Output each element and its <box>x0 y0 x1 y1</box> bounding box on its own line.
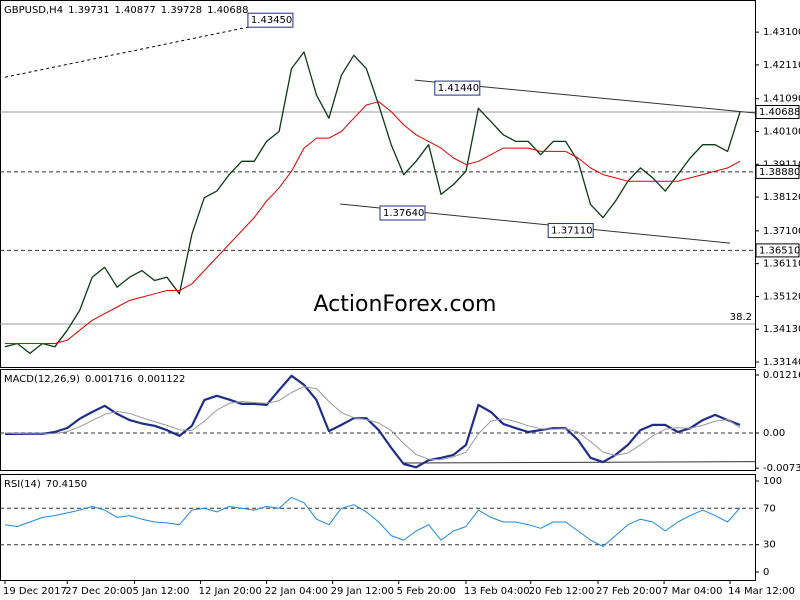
y-tick-label: 1.36110 <box>763 259 800 270</box>
y-tick-label: 1.38120 <box>763 192 800 203</box>
annotation-label: 1.37110 <box>551 226 592 237</box>
header-value: 70.4150 <box>46 479 87 490</box>
x-tick-label: 27 Dec 20:00 <box>65 586 132 597</box>
annotation-box <box>379 205 426 221</box>
y-tick-label: 1.33140 <box>763 357 800 368</box>
header-value: 1.39731 <box>68 5 109 16</box>
y-tick-label: 1.42110 <box>763 60 800 71</box>
annotation-box <box>547 223 594 239</box>
y-tick-label: 1.40100 <box>763 126 800 137</box>
panel-frame <box>0 474 756 581</box>
annotation-label: 1.43450 <box>251 15 292 26</box>
panel-header: RSI(14) 70.4150 <box>4 479 87 490</box>
x-tick-label: 5 Jan 12:00 <box>133 586 190 597</box>
series-line <box>4 51 741 355</box>
level-tag <box>755 243 800 258</box>
y-tick-label: 1.34130 <box>763 324 800 335</box>
panel-header: GBPUSD,H4 1.39731 1.40877 1.39728 1.40688 <box>4 5 249 16</box>
level-tag <box>755 164 800 179</box>
level-tag-label: 1.38880 <box>759 167 800 178</box>
level-note: 38.2 <box>730 312 752 323</box>
panel-title: GBPUSD,H4 <box>4 5 63 16</box>
series-line <box>4 386 741 461</box>
series-line <box>5 374 741 469</box>
y-tick-label: 70 <box>763 503 776 514</box>
annotation-label: 1.37640 <box>383 208 424 219</box>
y-tick-label: 0 <box>763 567 769 578</box>
x-tick-label: 22 Jan 04:00 <box>265 586 328 597</box>
annotation-box <box>434 80 481 96</box>
y-tick-label: 1.37100 <box>763 226 800 237</box>
x-tick-label: 19 Dec 2017 <box>3 586 67 597</box>
panel-title: RSI(14) <box>4 479 41 490</box>
annotation-box <box>247 12 294 28</box>
header-value: 1.39728 <box>161 5 202 16</box>
x-tick-label: 27 Feb 20:00 <box>596 586 662 597</box>
level-tag-label: 1.40688 <box>759 107 800 118</box>
trendline <box>403 461 756 464</box>
header-value: 1.40688 <box>207 5 248 16</box>
annotation-label: 1.41440 <box>438 83 479 94</box>
y-tick-label: 100 <box>763 476 782 487</box>
panel-title: MACD(12,26,9) <box>4 374 80 385</box>
level-tag-label: 1.36510 <box>759 245 800 256</box>
y-tick-label: 0.00 <box>763 428 785 439</box>
y-tick-label: 1.39110 <box>763 159 800 170</box>
header-value: 0.001122 <box>138 374 186 385</box>
header-value: 0.001716 <box>85 374 133 385</box>
panel-frame <box>0 369 756 471</box>
y-tick-label: -0.007384 <box>763 463 800 474</box>
x-tick-label: 13 Feb 04:00 <box>464 586 530 597</box>
y-tick-label: 30 <box>763 540 776 551</box>
y-tick-label: 1.43100 <box>763 27 800 38</box>
level-tag <box>755 105 800 120</box>
panel-frame <box>0 0 756 368</box>
x-tick-label: 5 Feb 20:00 <box>397 586 456 597</box>
series-line <box>5 101 741 344</box>
x-tick-label: 29 Jan 12:00 <box>331 586 394 597</box>
x-tick-label: 7 Mar 04:00 <box>662 586 722 597</box>
watermark: ActionForex.com <box>314 292 497 317</box>
panel-header: MACD(12,26,9) 0.001716 0.001122 <box>4 374 185 385</box>
series-line <box>4 496 741 547</box>
series-line <box>4 17 292 78</box>
y-tick-label: 1.41090 <box>763 94 800 105</box>
y-tick-label: 0.012164 <box>763 370 800 381</box>
x-tick-label: 20 Feb 12:00 <box>529 586 595 597</box>
x-tick-label: 14 Mar 12:00 <box>728 586 795 597</box>
header-value: 1.40877 <box>114 5 155 16</box>
x-tick-label: 12 Jan 20:00 <box>199 586 262 597</box>
y-tick-label: 1.35120 <box>763 291 800 302</box>
